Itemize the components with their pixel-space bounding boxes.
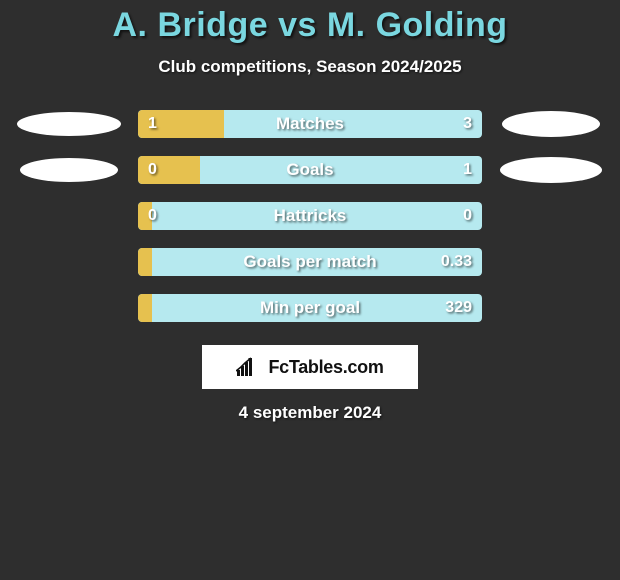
page: A. Bridge vs M. Golding Club competition…	[0, 0, 620, 580]
stat-label: Min per goal	[138, 294, 482, 322]
player-a-badge-icon	[17, 112, 121, 136]
player-b-badge-icon	[500, 157, 602, 183]
player-b-name: M. Golding	[327, 6, 508, 44]
stat-row: 0 Hattricks 0	[0, 193, 620, 239]
stat-bar: Min per goal 329	[138, 294, 482, 322]
stat-bar: 0 Goals 1	[138, 156, 482, 184]
brand-text: FcTables.com	[268, 357, 383, 378]
right-badge-slot	[482, 157, 620, 183]
stat-bar-fill	[138, 248, 152, 276]
stat-bar-fill	[138, 202, 152, 230]
stat-value-right: 1	[463, 156, 472, 184]
stat-label: Hattricks	[138, 202, 482, 230]
subtitle: Club competitions, Season 2024/2025	[0, 57, 620, 77]
stat-bar: Goals per match 0.33	[138, 248, 482, 276]
stat-value-right: 0	[463, 202, 472, 230]
stat-row: 0 Goals 1	[0, 147, 620, 193]
player-b-badge-icon	[502, 111, 600, 137]
left-badge-slot	[0, 157, 138, 183]
comparison-chart: 1 Matches 3 0 Goals 1	[0, 101, 620, 331]
stat-bar-fill	[138, 110, 224, 138]
stat-label: Goals per match	[138, 248, 482, 276]
stat-bar: 0 Hattricks 0	[138, 202, 482, 230]
stat-row: Min per goal 329	[0, 285, 620, 331]
page-title: A. Bridge vs M. Golding	[0, 6, 620, 45]
vs-separator: vs	[278, 6, 317, 44]
right-badge-slot	[482, 111, 620, 137]
player-a-badge-icon	[20, 158, 118, 182]
brand-box: FcTables.com	[202, 345, 418, 389]
stat-bar-fill	[138, 156, 200, 184]
bar-chart-icon	[236, 356, 264, 378]
left-badge-slot	[0, 111, 138, 137]
date-text: 4 september 2024	[0, 403, 620, 423]
stat-value-right: 0.33	[441, 248, 472, 276]
stat-bar-fill	[138, 294, 152, 322]
stat-row: 1 Matches 3	[0, 101, 620, 147]
stat-row: Goals per match 0.33	[0, 239, 620, 285]
stat-bar: 1 Matches 3	[138, 110, 482, 138]
player-a-name: A. Bridge	[113, 6, 269, 44]
stat-value-right: 3	[463, 110, 472, 138]
stat-value-right: 329	[445, 294, 472, 322]
